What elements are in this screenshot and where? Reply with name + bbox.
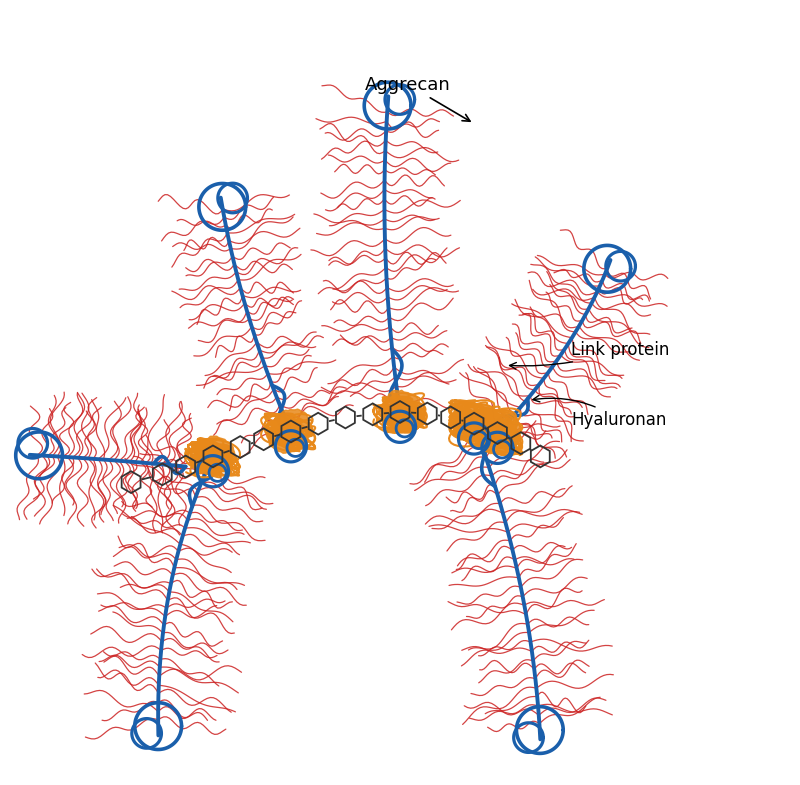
Text: Hyaluronan: Hyaluronan bbox=[533, 396, 667, 429]
Polygon shape bbox=[379, 390, 422, 433]
Text: Aggrecan: Aggrecan bbox=[365, 75, 470, 121]
Polygon shape bbox=[474, 410, 521, 455]
Polygon shape bbox=[192, 436, 235, 476]
Polygon shape bbox=[452, 404, 498, 447]
Text: Link protein: Link protein bbox=[510, 341, 670, 369]
Polygon shape bbox=[270, 409, 312, 453]
